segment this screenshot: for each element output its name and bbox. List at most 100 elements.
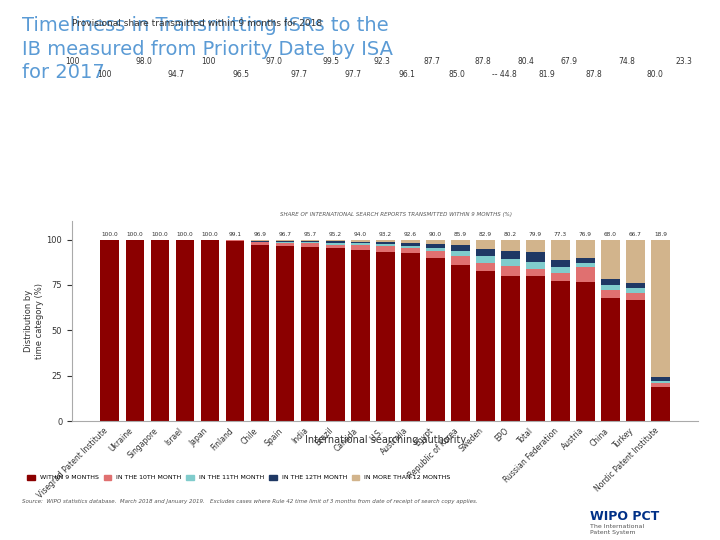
Bar: [526, 261, 545, 269]
Text: 100.0: 100.0: [176, 232, 194, 237]
Bar: [325, 243, 345, 245]
Bar: [125, 240, 144, 421]
Text: Timeliness in Transmitting ISRs to the
IB measured from Priority Date by ISA
for: Timeliness in Transmitting ISRs to the I…: [22, 16, 392, 82]
Text: International searching authority: International searching authority: [305, 435, 466, 445]
Text: 92.6: 92.6: [404, 232, 417, 237]
Bar: [351, 245, 369, 251]
Text: 74.8: 74.8: [618, 57, 635, 66]
Text: 97.7: 97.7: [290, 70, 307, 79]
Bar: [225, 240, 244, 241]
Bar: [150, 240, 169, 421]
Bar: [501, 266, 520, 275]
Text: 82.9: 82.9: [479, 232, 492, 237]
Bar: [576, 240, 595, 258]
Bar: [176, 240, 194, 421]
Bar: [401, 253, 420, 421]
Bar: [476, 271, 495, 421]
Bar: [101, 240, 120, 421]
Text: 87.8: 87.8: [474, 57, 491, 66]
Text: 100: 100: [202, 57, 216, 66]
Text: 80.0: 80.0: [647, 70, 664, 79]
Bar: [251, 245, 269, 421]
Bar: [601, 285, 620, 291]
Text: 77.3: 77.3: [554, 232, 567, 237]
Bar: [576, 258, 595, 264]
Bar: [501, 259, 520, 266]
Bar: [576, 267, 595, 281]
Bar: [426, 240, 445, 244]
Bar: [426, 258, 445, 421]
Bar: [451, 265, 469, 421]
Text: 99.5: 99.5: [323, 57, 340, 66]
Bar: [601, 240, 620, 279]
Bar: [251, 240, 269, 241]
Bar: [301, 247, 320, 421]
Bar: [401, 248, 420, 253]
Text: 100.0: 100.0: [127, 232, 143, 237]
Bar: [376, 252, 395, 421]
Text: 96.1: 96.1: [398, 70, 415, 79]
Bar: [476, 249, 495, 256]
Text: 76.9: 76.9: [579, 232, 592, 237]
Bar: [526, 276, 545, 421]
Bar: [476, 240, 495, 249]
Text: 100: 100: [65, 57, 79, 66]
Bar: [526, 253, 545, 261]
Text: Source:  WIPO statistics database.  March 2018 and January 2019.   Excludes case: Source: WIPO statistics database. March …: [22, 500, 477, 504]
Text: 87.8: 87.8: [585, 70, 603, 79]
Bar: [651, 377, 670, 381]
Bar: [325, 245, 345, 248]
Bar: [351, 240, 369, 242]
Bar: [201, 240, 220, 421]
Y-axis label: Distribution by
time category (%): Distribution by time category (%): [24, 284, 44, 359]
Text: 66.7: 66.7: [629, 232, 642, 237]
Bar: [251, 242, 269, 245]
Bar: [376, 244, 395, 246]
Bar: [576, 281, 595, 421]
Bar: [501, 275, 520, 421]
Bar: [451, 240, 469, 245]
Bar: [601, 298, 620, 421]
Bar: [551, 281, 570, 421]
Bar: [401, 243, 420, 246]
Bar: [401, 240, 420, 243]
Bar: [576, 264, 595, 267]
Bar: [526, 240, 545, 253]
Bar: [626, 283, 645, 288]
Text: -- 44.8: -- 44.8: [492, 70, 516, 79]
Bar: [276, 246, 294, 421]
Bar: [276, 243, 294, 246]
Text: 94.7: 94.7: [168, 70, 185, 79]
Bar: [351, 251, 369, 421]
Text: 100.0: 100.0: [202, 232, 218, 237]
Text: Provisional share transmitted within 9 months for 2018: Provisional share transmitted within 9 m…: [72, 19, 322, 28]
Text: 80.2: 80.2: [504, 232, 517, 237]
Bar: [276, 240, 294, 241]
Bar: [351, 243, 369, 245]
Text: 81.9: 81.9: [539, 70, 556, 79]
Text: 80.4: 80.4: [517, 57, 534, 66]
Bar: [301, 243, 320, 247]
Text: 67.9: 67.9: [560, 57, 577, 66]
Text: 87.7: 87.7: [423, 57, 441, 66]
Text: 94.0: 94.0: [354, 232, 366, 237]
Bar: [651, 383, 670, 387]
Bar: [301, 240, 320, 241]
Text: 97.0: 97.0: [265, 57, 282, 66]
Bar: [376, 240, 395, 242]
Text: 96.5: 96.5: [233, 70, 250, 79]
Bar: [626, 288, 645, 293]
Text: 93.2: 93.2: [379, 232, 392, 237]
Text: 98.0: 98.0: [135, 57, 153, 66]
Bar: [325, 240, 345, 241]
Bar: [426, 252, 445, 258]
Text: The International
Patent System: The International Patent System: [590, 524, 644, 535]
Text: 68.0: 68.0: [604, 232, 617, 237]
Text: WIPO PCT: WIPO PCT: [590, 510, 660, 523]
Text: 99.1: 99.1: [228, 232, 241, 237]
Bar: [276, 241, 294, 242]
Bar: [325, 248, 345, 421]
Bar: [551, 273, 570, 281]
Text: 100: 100: [97, 70, 112, 79]
Bar: [251, 241, 269, 242]
